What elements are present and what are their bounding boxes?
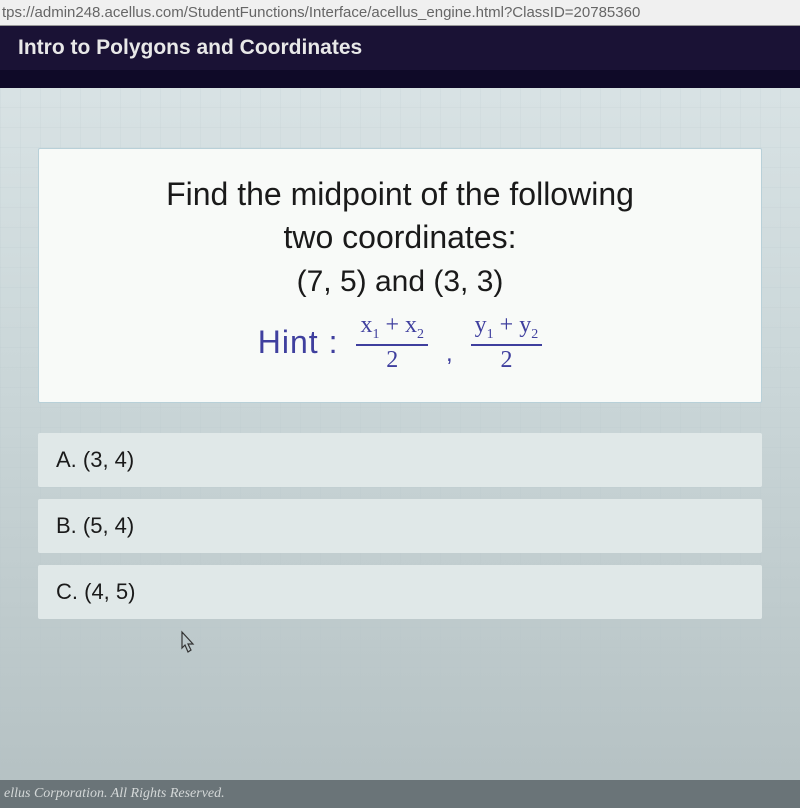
hint-label: Hint : bbox=[258, 324, 339, 361]
question-line-1: Find the midpoint of the following bbox=[69, 173, 731, 216]
page-title: Intro to Polygons and Coordinates bbox=[0, 26, 800, 70]
url-bar: tps://admin248.acellus.com/StudentFuncti… bbox=[0, 0, 800, 26]
header-strip bbox=[0, 70, 800, 88]
hint-fraction-x: x1 + x2 2 bbox=[356, 313, 428, 372]
question-coords: (7, 5) and (3, 3) bbox=[69, 265, 731, 299]
hint-fraction-y: y1 + y2 2 bbox=[471, 313, 543, 372]
content-area: Find the midpoint of the following two c… bbox=[0, 88, 800, 808]
footer-copyright: ellus Corporation. All Rights Reserved. bbox=[0, 780, 800, 808]
question-card: Find the midpoint of the following two c… bbox=[38, 148, 762, 403]
hint-comma: , bbox=[446, 340, 453, 372]
answer-option-c[interactable]: C. (4, 5) bbox=[38, 565, 762, 619]
hint-row: Hint : x1 + x2 2 , y1 + y2 2 bbox=[69, 313, 731, 372]
answer-option-b[interactable]: B. (5, 4) bbox=[38, 499, 762, 553]
question-line-2: two coordinates: bbox=[69, 216, 731, 259]
cursor-icon bbox=[176, 630, 198, 662]
answer-option-a[interactable]: A. (3, 4) bbox=[38, 433, 762, 487]
